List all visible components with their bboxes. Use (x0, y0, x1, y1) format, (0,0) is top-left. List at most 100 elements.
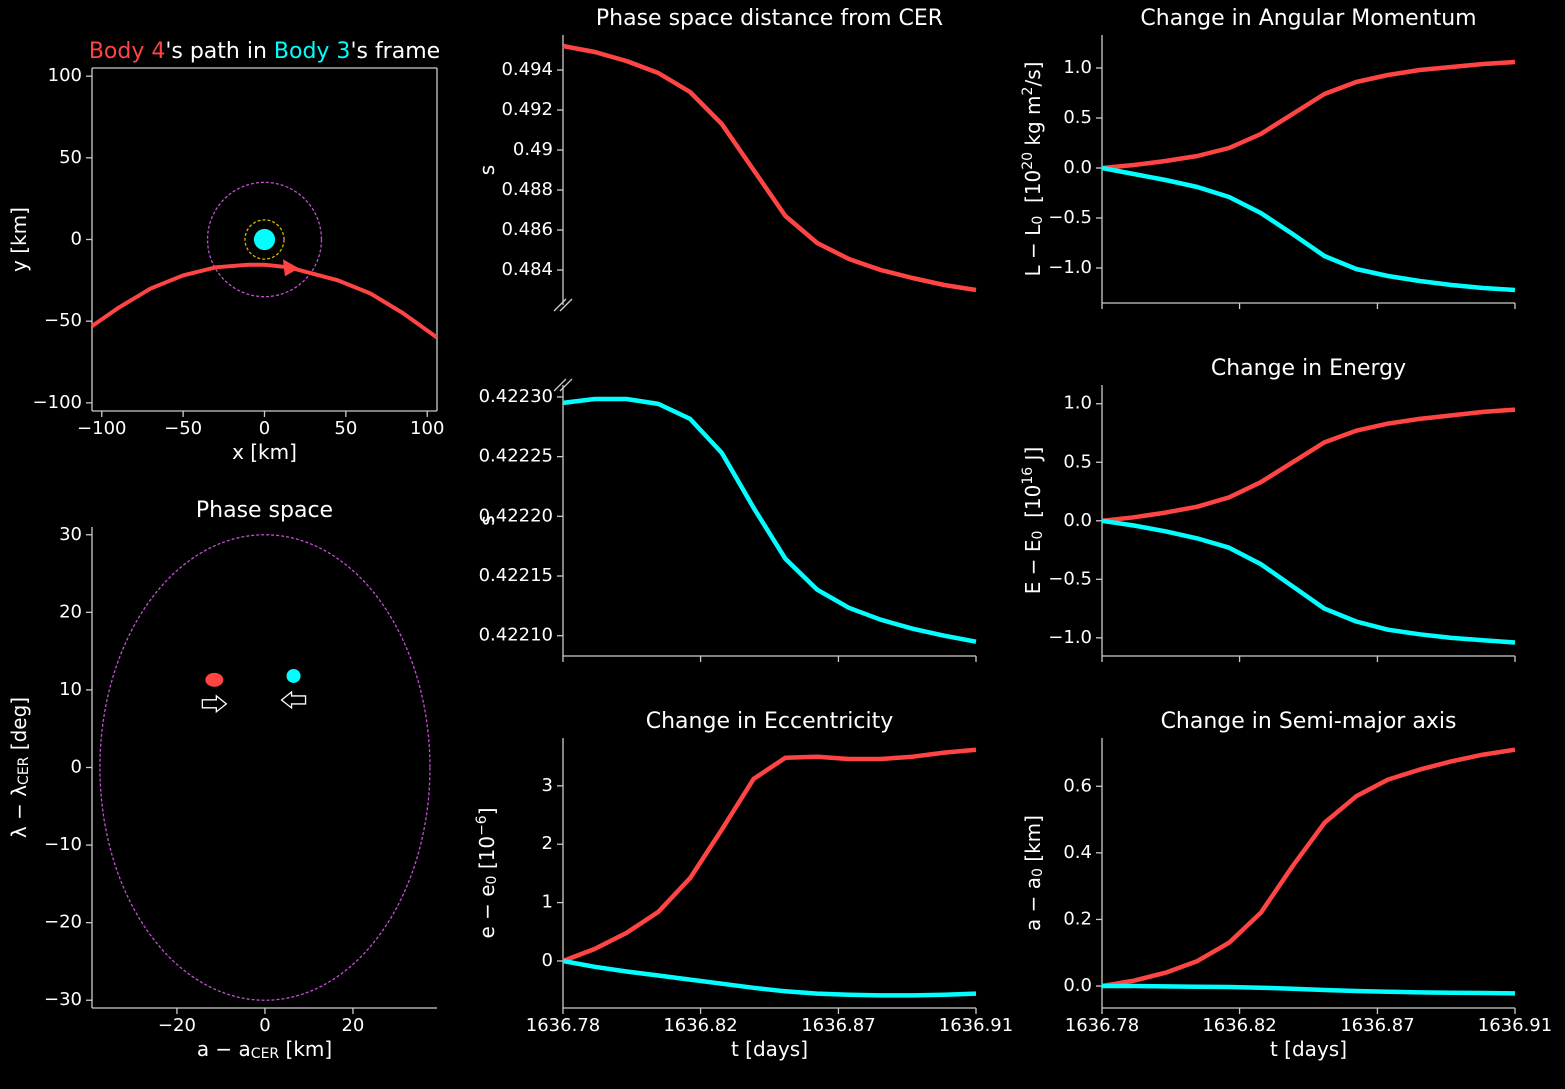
y-tick-label: 0.6 (1063, 775, 1092, 796)
x-tick-label: 1636.82 (1202, 1015, 1276, 1036)
label-part: Body 3 (274, 39, 351, 64)
separatrix (99, 534, 431, 1001)
y-axis-label: y [km] (7, 207, 31, 272)
label-part: Change in Semi-major axis (1161, 709, 1457, 734)
y-tick-label: −50 (44, 310, 82, 331)
x-tick-label: 50 (334, 418, 357, 439)
y-tick-label: 0.488 (501, 179, 553, 200)
axis-break (559, 298, 573, 312)
chart-title: Change in Energy (1211, 356, 1406, 381)
x-tick-label: 1636.87 (801, 1015, 875, 1036)
series-line (562, 747, 977, 964)
label-part: CER (251, 1046, 280, 1062)
y-tick-label: 0.42230 (479, 386, 553, 407)
label-part: [10 (475, 836, 499, 876)
series-line (562, 396, 977, 644)
label-part: [km] (279, 1037, 332, 1061)
y-axis-label: E − E0 [1016 J] (1020, 447, 1045, 595)
y-tick-label: 0.5 (1063, 107, 1092, 128)
path-line (90, 262, 439, 340)
x-axis-label: a − aCER [km] (197, 1037, 332, 1062)
direction-arrow (282, 259, 299, 277)
label-part: s (475, 165, 499, 175)
label-part: 0 (1030, 216, 1046, 225)
series-line (562, 43, 977, 293)
y-axis-label: L − L0 [1020 kg m2/s] (1020, 62, 1045, 277)
label-part: 0 (484, 876, 500, 885)
label-part: J] (1021, 447, 1045, 467)
chart-title: Change in Eccentricity (646, 709, 893, 734)
x-axis-label: x [km] (232, 440, 297, 464)
y-tick-label: −0.5 (1048, 207, 1092, 228)
x-tick-label: 1636.78 (526, 1015, 600, 1036)
y-tick-label: 0.4 (1063, 842, 1092, 863)
label-part: 's path in (165, 39, 274, 64)
y-tick-label: 0.0 (1063, 510, 1092, 531)
label-part: CER (16, 756, 32, 785)
y-tick-label: 0.0 (1063, 157, 1092, 178)
y-tick-label: 1 (542, 892, 553, 913)
y-tick-label: 3 (542, 775, 553, 796)
y-axis-label: e − e0 [10−6] (474, 807, 499, 938)
label-part: [10 (1021, 170, 1045, 216)
axis-break (559, 378, 573, 392)
y-tick-label: −10 (44, 834, 82, 855)
label-part: 0 (1030, 531, 1046, 540)
point (205, 672, 224, 687)
series-line (1101, 407, 1516, 524)
x-tick-label: 1636.78 (1065, 1015, 1139, 1036)
y-tick-label: −0.5 (1048, 568, 1092, 589)
label-part: /s] (1021, 62, 1045, 87)
y-axis-label: s (475, 515, 499, 525)
label-part: 16 (1020, 467, 1036, 485)
y-tick-label: −100 (33, 392, 82, 413)
y-tick-label: 0.0 (1063, 975, 1092, 996)
label-part: 2 (1020, 87, 1036, 96)
motion-arrow (280, 690, 307, 710)
chart-title: Phase space distance from CER (596, 6, 943, 31)
dashed-circle (244, 219, 285, 260)
label-part: −6 (474, 815, 490, 836)
x-tick-label: −50 (164, 418, 202, 439)
x-tick-label: 20 (341, 1015, 364, 1036)
label-part: e − e (475, 884, 499, 938)
x-tick-label: 1636.91 (939, 1015, 1013, 1036)
y-tick-label: 0.492 (501, 99, 553, 120)
y-tick-label: 0.49 (513, 139, 553, 160)
axis-break (553, 378, 567, 392)
label-part: a − a (1021, 877, 1045, 931)
label-part: y [km] (7, 207, 31, 272)
y-tick-label: 0.494 (501, 59, 553, 80)
body (253, 228, 276, 251)
label-part: E − E (1021, 540, 1045, 595)
y-tick-label: −30 (44, 989, 82, 1010)
series-line (1101, 747, 1516, 989)
label-part: [km] (1021, 815, 1045, 868)
label-part: Body 4 (89, 39, 166, 64)
label-part: Phase space (196, 498, 333, 523)
x-tick-label: −100 (77, 418, 126, 439)
y-tick-label: 0 (71, 757, 82, 778)
label-part: kg m (1021, 95, 1045, 151)
y-tick-label: 0 (542, 950, 553, 971)
y-tick-label: 30 (59, 524, 82, 545)
label-part: [10 (1021, 485, 1045, 531)
y-tick-label: 1.0 (1063, 57, 1092, 78)
y-tick-label: 0.484 (501, 259, 553, 280)
y-tick-label: 0 (71, 229, 82, 250)
chart-title: Change in Semi-major axis (1161, 709, 1457, 734)
chart-title: Phase space (196, 498, 333, 523)
chart-title: Body 4's path in Body 3's frame (89, 39, 440, 64)
x-tick-label: −20 (158, 1015, 196, 1036)
x-axis-label: t [days] (1270, 1037, 1347, 1061)
x-tick-label: 1636.91 (1478, 1015, 1552, 1036)
y-tick-label: 10 (59, 679, 82, 700)
point (286, 668, 301, 683)
y-tick-label: 0.42215 (479, 565, 553, 586)
y-tick-label: −1.0 (1048, 627, 1092, 648)
y-tick-label: 0.5 (1063, 451, 1092, 472)
y-tick-label: 0.486 (501, 219, 553, 240)
y-tick-label: 0.42220 (479, 505, 553, 526)
label-part: Change in Angular Momentum (1140, 6, 1476, 31)
